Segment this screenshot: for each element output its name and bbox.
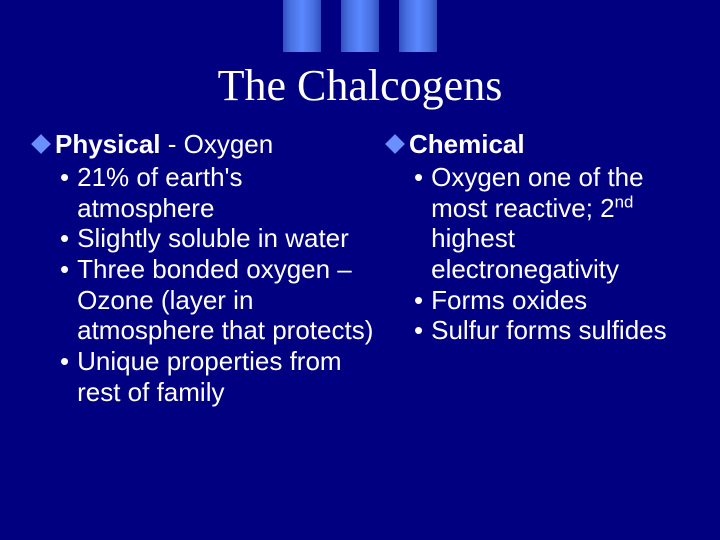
list-item: • Slightly soluble in water xyxy=(60,223,380,254)
bullet-dot-icon: • xyxy=(414,162,423,285)
heading-text: Chemical xyxy=(409,130,525,160)
heading-bold: Chemical xyxy=(409,129,525,159)
list-item-text: 21% of earth's atmosphere xyxy=(77,162,380,223)
bullet-dot-icon: • xyxy=(414,285,423,316)
diamond-bullet-icon xyxy=(31,134,51,154)
content-columns: Physical - Oxygen • 21% of earth's atmos… xyxy=(34,130,700,407)
list-item-text: Oxygen one of the most reactive; 2nd hig… xyxy=(431,162,700,285)
list-item-text: Three bonded oxygen – Ozone (layer in at… xyxy=(77,254,380,346)
top-bar xyxy=(399,0,437,52)
list-item: • Unique properties from rest of family xyxy=(60,346,380,407)
top-decoration xyxy=(283,0,437,52)
list-item: • Three bonded oxygen – Ozone (layer in … xyxy=(60,254,380,346)
list-item-text: Slightly soluble in water xyxy=(77,223,380,254)
left-column: Physical - Oxygen • 21% of earth's atmos… xyxy=(34,130,380,407)
right-sub-list: • Oxygen one of the most reactive; 2nd h… xyxy=(414,162,700,346)
left-sub-list: • 21% of earth's atmosphere • Slightly s… xyxy=(60,162,380,407)
list-item: • Oxygen one of the most reactive; 2nd h… xyxy=(414,162,700,285)
heading-rest: - Oxygen xyxy=(161,129,274,159)
list-item-text: Sulfur forms sulfides xyxy=(431,315,700,346)
diamond-bullet-icon xyxy=(385,134,405,154)
list-item-text: Unique properties from rest of family xyxy=(77,346,380,407)
right-column: Chemical • Oxygen one of the most reacti… xyxy=(388,130,700,407)
bullet-dot-icon: • xyxy=(60,346,69,407)
list-item-text: Forms oxides xyxy=(431,285,700,316)
bullet-dot-icon: • xyxy=(60,254,69,346)
right-heading: Chemical xyxy=(388,130,700,160)
list-item: • 21% of earth's atmosphere xyxy=(60,162,380,223)
bullet-dot-icon: • xyxy=(60,162,69,223)
left-heading: Physical - Oxygen xyxy=(34,130,380,160)
list-item: • Sulfur forms sulfides xyxy=(414,315,700,346)
bullet-dot-icon: • xyxy=(414,315,423,346)
slide-title: The Chalcogens xyxy=(0,60,720,111)
heading-text: Physical - Oxygen xyxy=(55,130,273,160)
top-bar xyxy=(341,0,379,52)
heading-bold: Physical xyxy=(55,129,161,159)
bullet-dot-icon: • xyxy=(60,223,69,254)
top-bar xyxy=(283,0,321,52)
list-item: • Forms oxides xyxy=(414,285,700,316)
